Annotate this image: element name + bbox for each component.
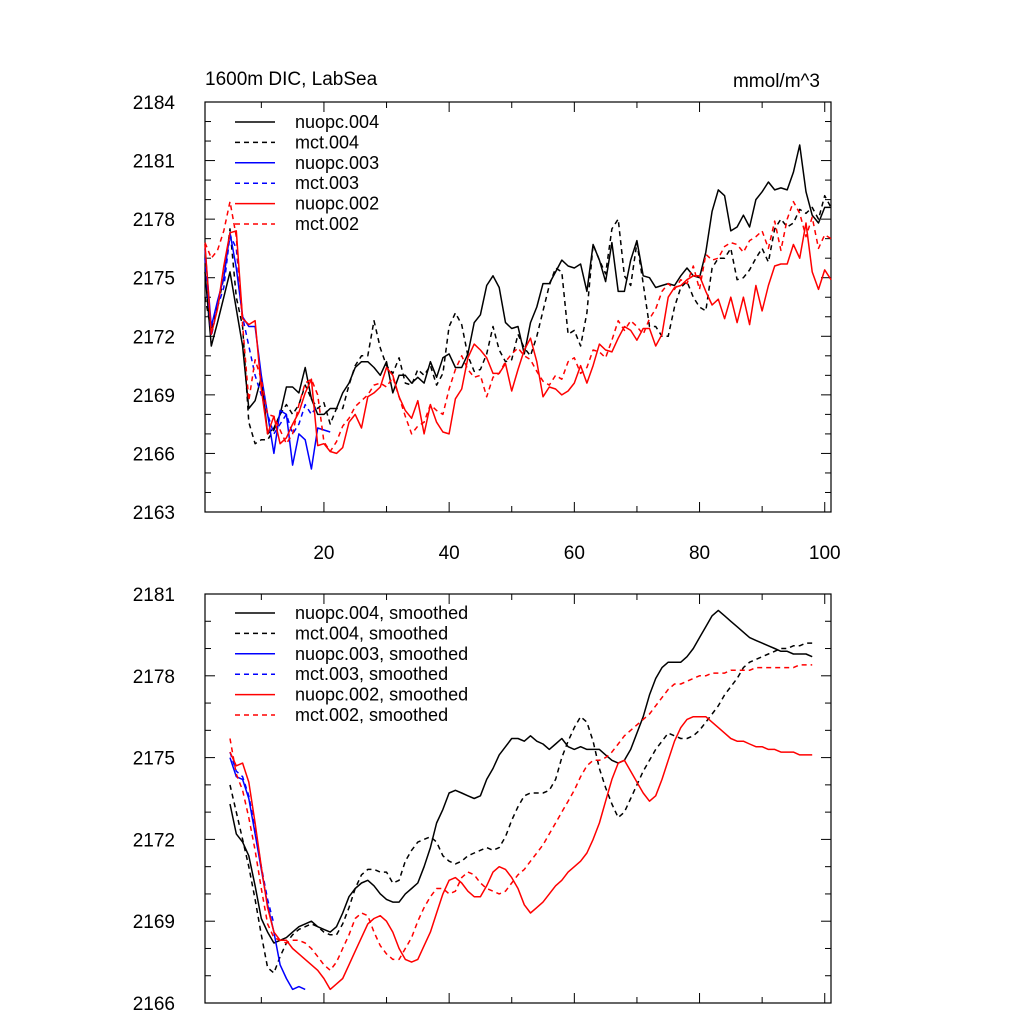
- y-tick-label: 2166: [133, 444, 175, 465]
- series-line-nuopc-002: [204, 222, 832, 455]
- legend-label: nuopc.004: [295, 112, 379, 132]
- y-tick-label: 2169: [133, 386, 175, 407]
- series-line-nuopc-004-smoothed: [229, 609, 813, 944]
- plot-frame: [204, 593, 832, 1004]
- series-line-mct-003-smoothed: [229, 751, 275, 925]
- series-line-nuopc-002-smoothed: [229, 715, 813, 991]
- y-tick-label: 2175: [133, 269, 175, 290]
- legend-label: nuopc.004, smoothed: [295, 603, 468, 623]
- x-tick-label: 40: [439, 543, 460, 564]
- legend-label: nuopc.002: [295, 194, 379, 214]
- y-tick-label: 2184: [133, 93, 176, 114]
- series-line-mct-003: [204, 234, 319, 435]
- plot-frame: [204, 101, 832, 513]
- legend-label: mct.003: [295, 173, 359, 193]
- series-line-nuopc-003-smoothed: [229, 757, 306, 991]
- series-line-nuopc-003: [204, 232, 331, 470]
- y-tick-label: 2169: [133, 912, 175, 933]
- y-tick-label: 2181: [133, 152, 175, 173]
- legend-label: mct.004, smoothed: [295, 623, 448, 643]
- y-tick-label: 2178: [133, 210, 175, 231]
- chart-title: 1600m DIC, LabSea: [205, 69, 378, 90]
- legend-label: mct.004: [295, 132, 359, 152]
- y-tick-label: 2172: [133, 830, 175, 851]
- y-tick-label: 2172: [133, 327, 175, 348]
- x-tick-label: 80: [689, 543, 710, 564]
- x-tick-label: 100: [809, 543, 841, 564]
- chart-units: mmol/m^3: [733, 71, 820, 92]
- y-tick-label: 2178: [133, 667, 175, 688]
- x-tick-label: 20: [313, 543, 334, 564]
- y-tick-label: 2166: [133, 994, 175, 1015]
- legend-label: nuopc.003, smoothed: [295, 644, 468, 664]
- legend-label: nuopc.002, smoothed: [295, 685, 468, 705]
- legend-label: mct.002: [295, 214, 359, 234]
- x-tick-label: 60: [564, 543, 585, 564]
- series-line-mct-004-smoothed: [229, 642, 813, 974]
- legend-label: mct.002, smoothed: [295, 705, 448, 725]
- series-line-mct-004: [204, 194, 832, 445]
- y-tick-label: 2181: [133, 585, 175, 606]
- bottom-panel-dic-smoothed: 2166 2169 2172 2175 2178 2181 nuopc.004, smoot…: [133, 585, 832, 1015]
- series-line-mct-002: [204, 200, 832, 453]
- series-line-nuopc-004: [204, 144, 831, 435]
- legend-label: nuopc.003: [295, 153, 379, 173]
- top-panel-dic-timeseries: 20 40 60 80 100 2163 2166 2169 2172 2175 2178 2181 2…: [133, 69, 841, 564]
- legend-label: mct.003, smoothed: [295, 664, 448, 684]
- y-tick-label: 2175: [133, 749, 175, 770]
- y-tick-label: 2163: [133, 503, 175, 524]
- series-line-mct-002-smoothed: [229, 664, 813, 972]
